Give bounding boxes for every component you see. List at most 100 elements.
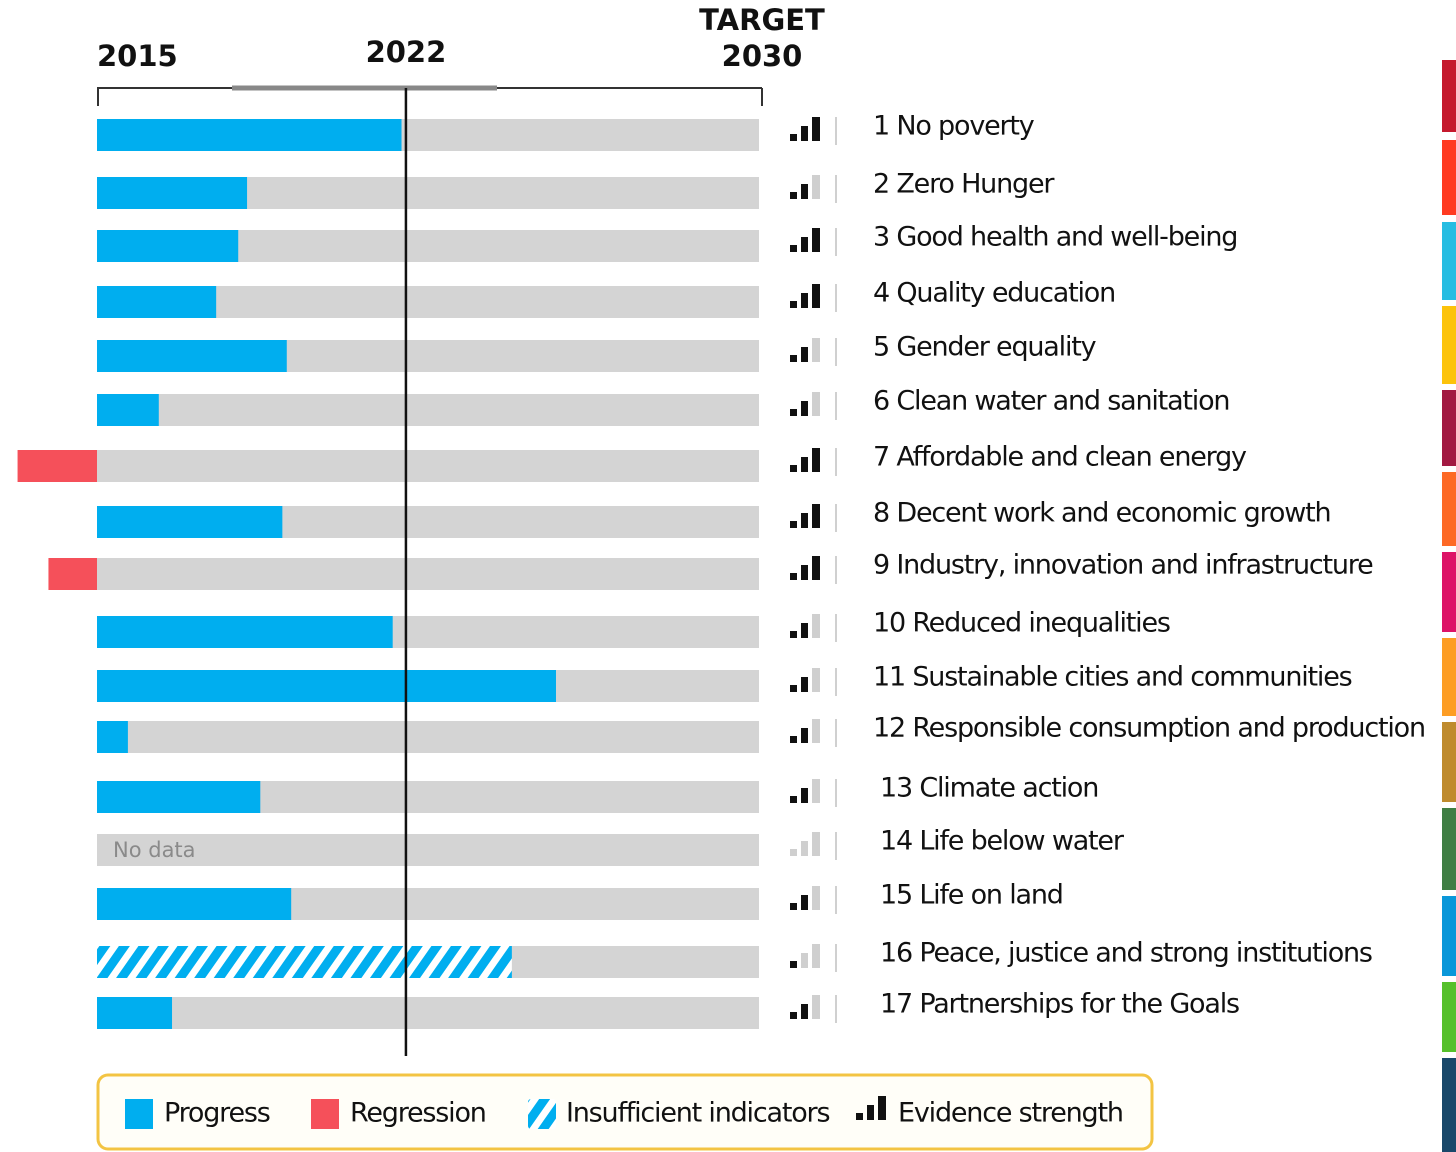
legend-swatch [125, 1099, 153, 1129]
evidence-bar [812, 228, 820, 252]
goal-label: 11 Sustainable cities and communities [873, 662, 1352, 693]
evidence-bar [812, 284, 820, 308]
evidence-bar [812, 117, 820, 141]
evidence-bar [856, 1113, 863, 1120]
bar [97, 230, 239, 262]
evidence-bar [801, 1004, 808, 1019]
bar [97, 506, 283, 538]
evidence-icon [790, 995, 820, 1019]
evidence-bar [801, 565, 808, 580]
evidence-icon [790, 614, 820, 638]
evidence-bar [801, 513, 808, 528]
evidence-icon [856, 1096, 886, 1120]
evidence-bar [801, 728, 808, 743]
evidence-bar [801, 126, 808, 141]
bar [97, 670, 556, 702]
goal-label: 14 Life below water [880, 826, 1125, 857]
track [97, 394, 759, 426]
evidence-icon [790, 504, 820, 528]
evidence-bar [790, 736, 797, 743]
no-data-label: No data [113, 838, 196, 862]
track [97, 450, 759, 482]
legend-label: Evidence strength [898, 1098, 1123, 1129]
evidence-bar [801, 347, 808, 362]
goal-label: 5 Gender equality [873, 332, 1097, 363]
evidence-bar [790, 1012, 797, 1019]
evidence-bar [801, 953, 808, 968]
goal-label: 7 Affordable and clean energy [873, 442, 1247, 473]
goal-label: 12 Responsible consumption and productio… [873, 713, 1425, 744]
evidence-bar [812, 719, 820, 743]
evidence-bar [790, 961, 797, 968]
goal-label: 3 Good health and well-being [873, 222, 1237, 253]
evidence-bar [812, 504, 820, 528]
evidence-bar [812, 832, 820, 856]
goal-label: 9 Industry, innovation and infrastructur… [873, 550, 1373, 581]
evidence-bar [801, 841, 808, 856]
bar [97, 340, 287, 372]
evidence-bar [801, 184, 808, 199]
evidence-icon [790, 448, 820, 472]
bar [48, 558, 97, 590]
evidence-bar [790, 521, 797, 528]
bar [97, 119, 402, 151]
bar [17, 450, 98, 482]
bar [97, 781, 261, 813]
evidence-bar [790, 465, 797, 472]
evidence-icon [790, 832, 820, 856]
legend-box [96, 1073, 1154, 1151]
goal-label: 2 Zero Hunger [873, 169, 1055, 200]
evidence-bar [801, 457, 808, 472]
goal-label: 6 Clean water and sanitation [873, 386, 1229, 417]
bar [97, 997, 173, 1029]
evidence-bar [790, 301, 797, 308]
bar [97, 394, 159, 426]
evidence-icon [790, 284, 820, 308]
legend-label: Insufficient indicators [566, 1098, 829, 1129]
evidence-bar [812, 338, 820, 362]
evidence-bar [801, 623, 808, 638]
evidence-bar [790, 685, 797, 692]
evidence-bar [867, 1105, 874, 1120]
evidence-bar [812, 779, 820, 803]
evidence-bar [812, 668, 820, 692]
evidence-bar [812, 392, 820, 416]
evidence-bar [790, 192, 797, 199]
bar [97, 946, 512, 978]
track [97, 997, 759, 1029]
evidence-bar [878, 1096, 886, 1120]
evidence-bar [790, 631, 797, 638]
evidence-bar [801, 677, 808, 692]
evidence-icon [790, 779, 820, 803]
evidence-icon [790, 117, 820, 141]
evidence-bar [812, 556, 820, 580]
evidence-bar [801, 401, 808, 416]
evidence-icon [790, 338, 820, 362]
legend-label: Regression [350, 1098, 486, 1129]
evidence-icon [790, 556, 820, 580]
legend-swatch [528, 1099, 556, 1129]
bar [97, 888, 292, 920]
x-tick-label: 2030 [722, 39, 803, 73]
evidence-bar [812, 614, 820, 638]
goal-label: 13 Climate action [880, 773, 1098, 804]
annotation: TARGET [699, 3, 825, 37]
goal-label: 4 Quality education [873, 278, 1115, 309]
legend-swatch [311, 1099, 339, 1129]
track [97, 558, 759, 590]
bar [97, 177, 248, 209]
legend-label: Progress [164, 1098, 270, 1129]
evidence-icon [790, 719, 820, 743]
evidence-icon [790, 668, 820, 692]
bar [97, 616, 393, 648]
evidence-icon [790, 228, 820, 252]
evidence-bar [801, 788, 808, 803]
evidence-icon [790, 175, 820, 199]
evidence-bar [790, 134, 797, 141]
evidence-bar [801, 895, 808, 910]
evidence-bar [790, 355, 797, 362]
goal-label: 16 Peace, justice and strong institution… [880, 938, 1372, 969]
x-tick-label: 2015 [97, 39, 178, 73]
evidence-bar [790, 796, 797, 803]
evidence-bar [812, 175, 820, 199]
